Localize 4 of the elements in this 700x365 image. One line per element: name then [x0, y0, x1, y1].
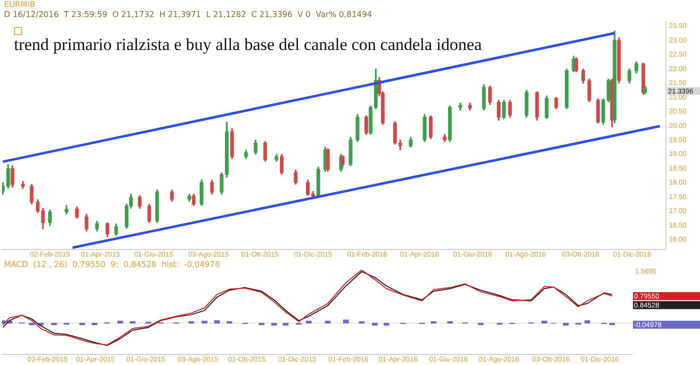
- chart-subtitle: D 16/12/2016 T 23:59:59 O 21,1732 H 21,3971 L 21,1282 C 21,3396 V 0 Var% 0,81494: [4, 10, 372, 20]
- annotation: trend primario rialzista e buy alla base del canale con candela idonea: [14, 35, 482, 54]
- chart-title: EURMIB: [4, 0, 36, 10]
- chart-title: MACD (12 , 26) 0,79550 9: 0,84528 hist: -0,04978: [4, 260, 220, 270]
